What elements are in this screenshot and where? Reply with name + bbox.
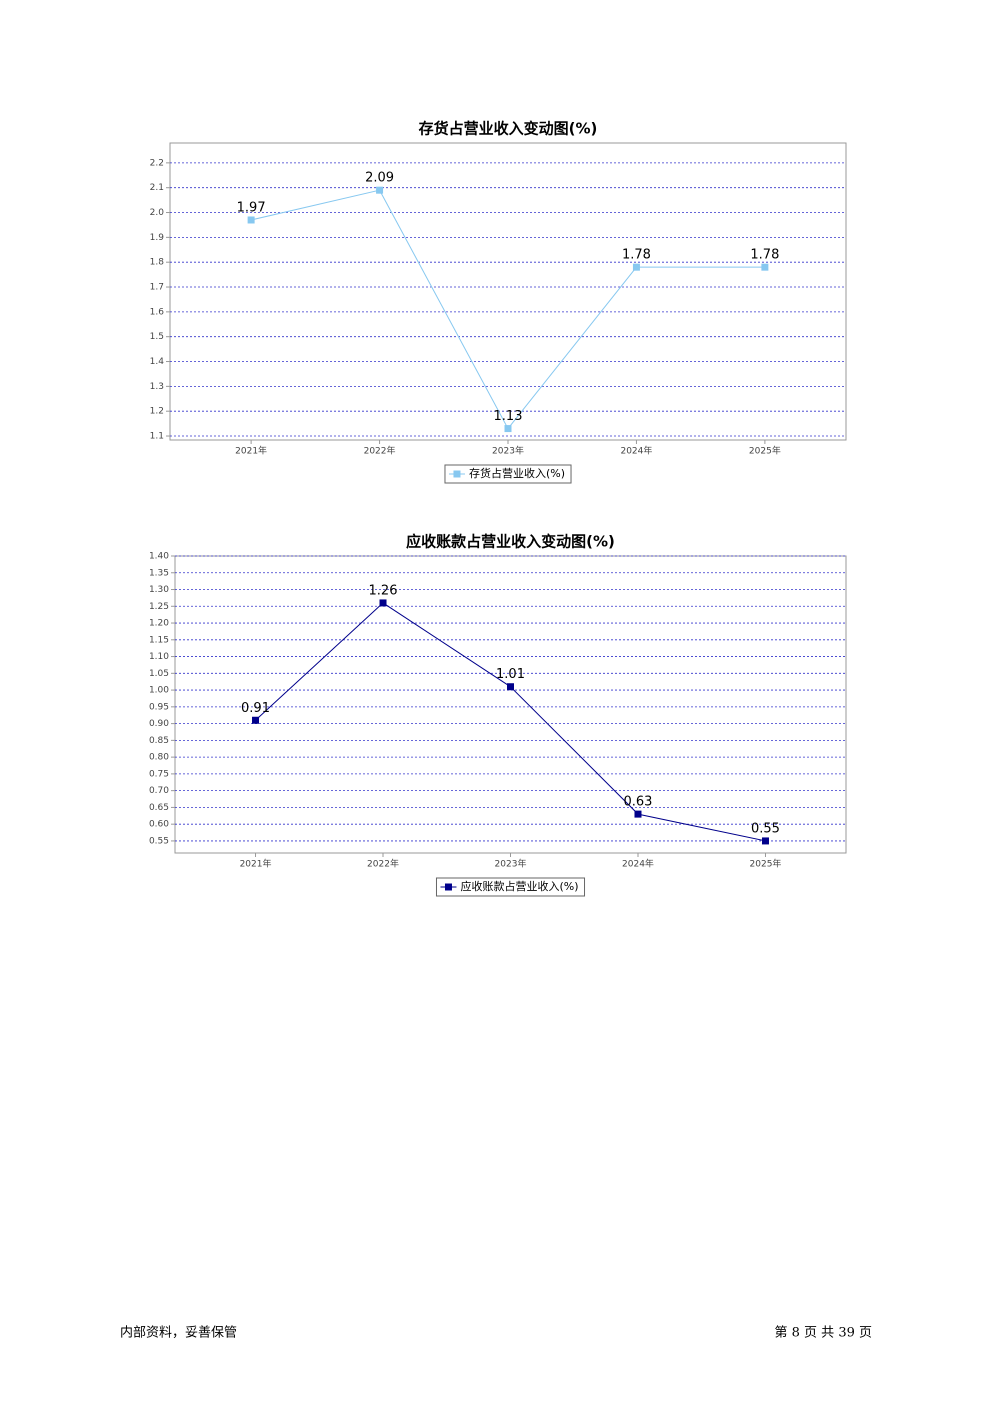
legend-marker bbox=[453, 470, 461, 478]
data-point bbox=[761, 837, 769, 845]
y-tick-label: 0.90 bbox=[149, 719, 169, 729]
data-label: 1.97 bbox=[237, 200, 266, 215]
y-tick-label: 1.7 bbox=[150, 283, 164, 293]
x-tick-label: 2025年 bbox=[749, 445, 781, 457]
x-tick-label: 2022年 bbox=[367, 858, 399, 870]
data-point bbox=[504, 425, 512, 433]
data-point bbox=[761, 263, 769, 271]
data-point bbox=[507, 683, 514, 691]
data-point bbox=[632, 263, 640, 271]
x-tick-label: 2021年 bbox=[235, 445, 267, 457]
y-tick-label: 1.20 bbox=[149, 619, 169, 629]
x-tick-label: 2023年 bbox=[495, 858, 527, 870]
legend-marker bbox=[444, 883, 452, 891]
y-tick-label: 1.6 bbox=[150, 307, 165, 317]
data-label: 1.13 bbox=[494, 409, 523, 424]
legend-label: 应收账款占营业收入(%) bbox=[460, 879, 578, 893]
y-tick-label: 1.9 bbox=[150, 233, 165, 243]
data-label: 0.91 bbox=[241, 701, 270, 716]
data-label: 0.63 bbox=[624, 795, 653, 810]
y-tick-label: 1.15 bbox=[149, 635, 169, 645]
y-tick-label: 1.4 bbox=[150, 357, 165, 367]
legend-label: 存货占营业收入(%) bbox=[469, 466, 565, 480]
y-tick-label: 0.85 bbox=[149, 736, 169, 746]
x-tick-label: 2024年 bbox=[620, 445, 652, 457]
y-tick-label: 1.5 bbox=[150, 332, 164, 342]
data-label: 1.78 bbox=[622, 248, 651, 263]
y-tick-label: 0.70 bbox=[149, 786, 169, 796]
legend-box bbox=[435, 877, 586, 897]
data-label: 1.26 bbox=[369, 583, 398, 598]
data-point bbox=[634, 810, 642, 818]
y-tick-label: 0.65 bbox=[149, 803, 169, 813]
y-tick-label: 1.35 bbox=[149, 568, 169, 578]
y-tick-label: 0.55 bbox=[149, 836, 169, 846]
footer-left: 内部资料，妥善保管 bbox=[120, 1325, 237, 1341]
y-tick-label: 2.0 bbox=[150, 208, 165, 218]
data-label: 2.09 bbox=[365, 171, 394, 186]
footer-right: 第 8 页 共 39 页 bbox=[775, 1326, 872, 1341]
data-point bbox=[247, 216, 255, 224]
y-tick-label: 0.80 bbox=[149, 753, 169, 763]
chart-title: 存货占营业收入变动图(%) bbox=[419, 120, 598, 138]
data-point bbox=[252, 716, 260, 724]
legend-box bbox=[444, 464, 572, 484]
data-label: 1.78 bbox=[750, 248, 779, 263]
data-point bbox=[376, 186, 384, 194]
data-point bbox=[379, 599, 387, 607]
y-tick-label: 1.2 bbox=[150, 407, 164, 417]
y-tick-label: 1.05 bbox=[149, 669, 169, 679]
x-tick-label: 2022年 bbox=[364, 445, 396, 457]
y-tick-label: 0.75 bbox=[149, 769, 169, 779]
y-tick-label: 1.8 bbox=[150, 258, 165, 268]
data-label: 0.55 bbox=[751, 821, 780, 836]
y-tick-label: 2.2 bbox=[150, 158, 164, 168]
y-tick-label: 1.10 bbox=[149, 652, 169, 662]
x-tick-label: 2023年 bbox=[492, 445, 524, 457]
y-tick-label: 1.3 bbox=[150, 382, 164, 392]
x-tick-label: 2021年 bbox=[240, 858, 272, 870]
y-tick-label: 0.95 bbox=[149, 702, 169, 712]
data-label: 1.01 bbox=[496, 667, 525, 682]
y-tick-label: 0.60 bbox=[149, 820, 169, 830]
y-tick-label: 2.1 bbox=[150, 183, 164, 193]
plot-area bbox=[174, 555, 847, 854]
y-tick-label: 1.1 bbox=[150, 432, 164, 442]
x-tick-label: 2025年 bbox=[750, 858, 782, 870]
y-tick-label: 1.40 bbox=[149, 552, 169, 562]
y-tick-label: 1.30 bbox=[149, 585, 169, 595]
plot-area bbox=[169, 142, 847, 441]
y-tick-label: 1.00 bbox=[149, 686, 169, 696]
x-tick-label: 2024年 bbox=[622, 858, 654, 870]
y-tick-label: 1.25 bbox=[149, 602, 169, 612]
chart-title: 应收账款占营业收入变动图(%) bbox=[406, 533, 615, 551]
